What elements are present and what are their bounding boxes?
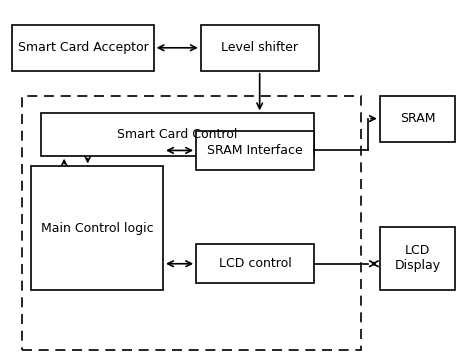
Text: Level shifter: Level shifter xyxy=(221,41,298,54)
Text: LCD
Display: LCD Display xyxy=(394,244,440,273)
FancyBboxPatch shape xyxy=(196,244,314,283)
FancyBboxPatch shape xyxy=(196,131,314,170)
FancyBboxPatch shape xyxy=(380,96,455,142)
FancyBboxPatch shape xyxy=(12,25,154,71)
Text: Main Control logic: Main Control logic xyxy=(41,222,154,235)
FancyBboxPatch shape xyxy=(380,227,455,290)
FancyBboxPatch shape xyxy=(41,113,314,156)
Text: SRAM: SRAM xyxy=(400,112,435,125)
FancyBboxPatch shape xyxy=(31,166,163,290)
Text: Smart Card Acceptor: Smart Card Acceptor xyxy=(18,41,148,54)
FancyBboxPatch shape xyxy=(201,25,319,71)
Text: LCD control: LCD control xyxy=(219,257,292,270)
Text: SRAM Interface: SRAM Interface xyxy=(207,144,303,157)
Text: Smart Card Control: Smart Card Control xyxy=(117,128,237,141)
